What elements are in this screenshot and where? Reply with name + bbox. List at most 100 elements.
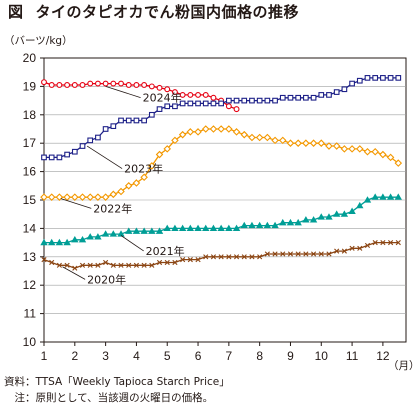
data-point: [326, 251, 332, 257]
data-point: [372, 240, 378, 246]
data-point: [78, 193, 87, 201]
data-point: [171, 136, 179, 145]
y-axis-unit-label: （バーツ/kg）: [4, 35, 73, 47]
x-tick-label: 4: [133, 349, 140, 363]
data-point: [140, 173, 148, 182]
data-point: [286, 139, 295, 147]
y-tick-label: 19: [23, 79, 37, 93]
annotation-leader-line: [105, 86, 141, 98]
data-point: [180, 257, 186, 263]
data-point: [78, 235, 87, 243]
data-point: [156, 106, 163, 112]
data-point: [287, 251, 294, 257]
data-point: [363, 147, 372, 156]
y-tick-label: 12: [23, 278, 37, 292]
y-tick-label: 14: [23, 221, 37, 235]
data-point: [279, 94, 286, 101]
data-point: [309, 216, 318, 223]
annotation-leader-line: [120, 235, 144, 252]
data-point: [332, 210, 341, 217]
data-point: [40, 193, 48, 201]
data-point: [126, 262, 132, 268]
data-point: [226, 97, 232, 104]
data-point: [132, 227, 141, 234]
data-point: [40, 238, 48, 246]
data-point: [125, 82, 132, 88]
data-point: [302, 216, 310, 223]
data-point: [179, 91, 186, 98]
series-annotation-label: 2024年: [143, 91, 182, 105]
data-point: [95, 262, 101, 268]
data-point: [133, 262, 140, 268]
x-tick-label: 10: [315, 349, 329, 363]
data-point: [280, 251, 286, 257]
data-point: [172, 103, 178, 110]
y-tick-label: 20: [23, 51, 37, 65]
x-tick-label: 7: [226, 349, 233, 363]
data-point: [233, 97, 240, 104]
title-text: タイのタピオカでん粉国内価格の推移: [35, 3, 300, 21]
data-point: [118, 80, 124, 87]
data-point: [226, 254, 232, 260]
data-point: [364, 75, 371, 81]
data-point: [210, 100, 217, 107]
data-point: [94, 193, 102, 201]
data-point: [295, 94, 302, 101]
data-point: [202, 100, 209, 107]
data-point: [49, 259, 55, 266]
data-point: [395, 240, 401, 246]
data-point: [133, 117, 140, 124]
data-point: [149, 262, 155, 268]
data-point: [56, 82, 63, 88]
data-point: [217, 125, 225, 133]
data-point: [171, 224, 179, 231]
data-point: [272, 251, 278, 257]
x-tick-label: 11: [346, 349, 359, 363]
data-point: [64, 82, 71, 88]
data-point: [148, 227, 156, 234]
data-point: [110, 80, 117, 87]
x-tick-label: 12: [376, 349, 390, 363]
series-annotation-label: 2022年: [93, 201, 132, 215]
data-point: [195, 257, 201, 263]
data-point: [87, 262, 93, 268]
y-tick-label: 17: [23, 136, 37, 150]
data-point: [264, 251, 270, 257]
data-point: [117, 187, 125, 196]
data-point: [56, 154, 63, 161]
data-point: [101, 193, 110, 201]
data-point: [148, 162, 156, 170]
data-point: [118, 262, 124, 268]
data-point: [71, 235, 79, 243]
data-point: [94, 80, 101, 87]
y-tick-label: 10: [23, 335, 37, 349]
data-point: [202, 224, 210, 231]
data-point: [310, 251, 317, 257]
data-point: [394, 159, 403, 167]
data-point: [71, 193, 79, 201]
data-point: [380, 75, 386, 81]
data-point: [41, 154, 47, 161]
data-point: [171, 89, 178, 96]
data-point: [341, 86, 348, 93]
data-point: [233, 254, 240, 260]
x-tick-label: 1: [41, 349, 48, 363]
data-point: [279, 218, 287, 226]
data-point: [388, 240, 394, 246]
data-point: [110, 123, 117, 130]
data-point: [48, 238, 56, 246]
data-point: [294, 139, 302, 147]
data-point: [248, 133, 256, 142]
data-point: [386, 153, 395, 162]
data-point: [272, 97, 278, 104]
data-point: [79, 143, 86, 149]
data-point: [318, 92, 325, 98]
data-point: [125, 117, 132, 124]
data-point: [357, 245, 363, 251]
data-point: [286, 218, 295, 226]
data-point: [233, 106, 240, 113]
data-point: [302, 139, 310, 147]
data-point: [55, 193, 64, 201]
data-point: [95, 134, 101, 141]
data-point: [210, 254, 217, 260]
